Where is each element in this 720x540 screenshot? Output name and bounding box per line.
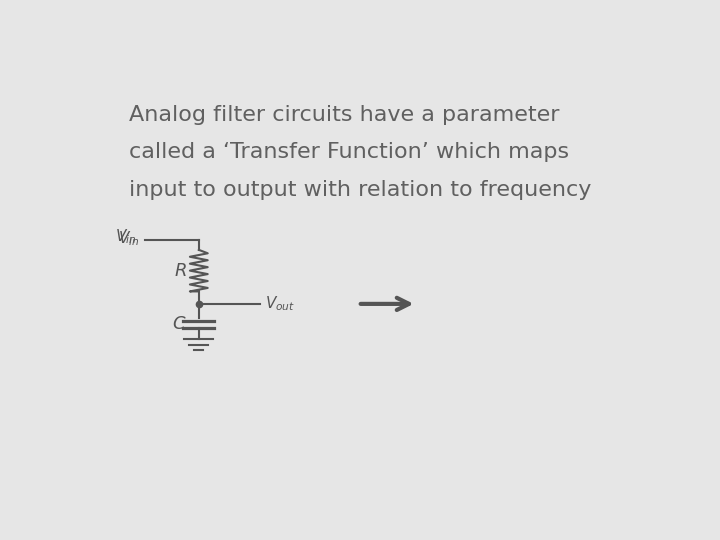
Text: called a ‘Transfer Function’ which maps: called a ‘Transfer Function’ which maps — [129, 142, 570, 162]
Text: $V_{out}$: $V_{out}$ — [265, 294, 295, 313]
Text: $V_{in}$: $V_{in}$ — [115, 227, 137, 246]
Text: input to output with relation to frequency: input to output with relation to frequen… — [129, 179, 591, 200]
Text: Analog filter circuits have a parameter: Analog filter circuits have a parameter — [129, 105, 559, 125]
Text: $R$: $R$ — [174, 261, 186, 280]
Text: $V_{in}$: $V_{in}$ — [118, 229, 139, 247]
Text: $C$: $C$ — [172, 315, 186, 334]
